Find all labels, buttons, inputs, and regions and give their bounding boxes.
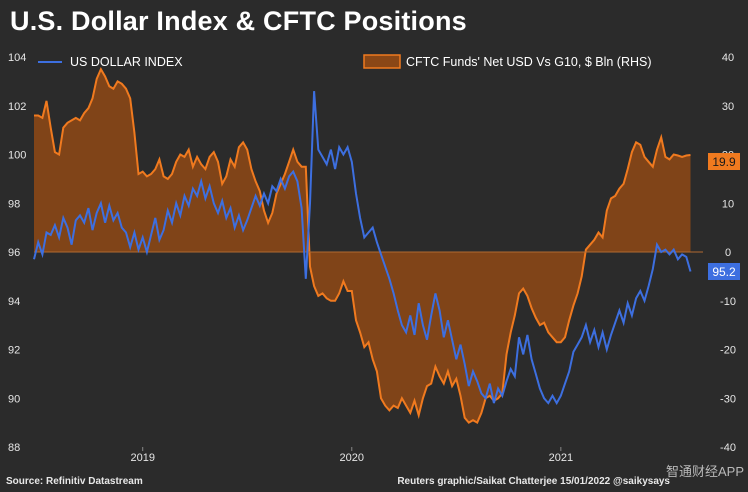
right-tick-label: 10 [722, 198, 734, 210]
end-labels: 19.9 95.2 [708, 153, 740, 280]
source-note: Source: Refinitiv Datastream [6, 476, 143, 487]
left-tick-label: 102 [8, 101, 26, 113]
left-tick-label: 100 [8, 150, 26, 162]
left-tick-label: 92 [8, 345, 20, 357]
credit-note: Reuters graphic/Saikat Chatterjee 15/01/… [397, 476, 670, 487]
right-tick-label: -20 [720, 345, 736, 357]
x-tick-label: 2019 [130, 452, 154, 464]
right-tick-label: -10 [720, 296, 736, 308]
x-tick-label: 2021 [549, 452, 573, 464]
legend: US DOLLAR INDEX CFTC Funds' Net USD Vs G… [38, 54, 652, 69]
right-tick-label: 40 [722, 52, 734, 64]
legend-usd-label: US DOLLAR INDEX [70, 55, 183, 69]
right-tick-label: -40 [720, 442, 736, 454]
left-tick-label: 88 [8, 442, 20, 454]
cftc-area-fill [34, 69, 691, 423]
right-tick-label: 0 [725, 247, 731, 259]
cftc-last-value: 19.9 [712, 155, 736, 169]
x-axis: 2019 2020 2021 [130, 447, 573, 464]
x-tick-label: 2020 [340, 452, 364, 464]
cftc-series-line [34, 66, 691, 425]
legend-cftc-label: CFTC Funds' Net USD Vs G10, $ Bln (RHS) [406, 55, 652, 69]
left-tick-label: 90 [8, 393, 20, 405]
usd-last-value-box [708, 263, 740, 280]
left-tick-label: 98 [8, 198, 20, 210]
chart-title: U.S. Dollar Index & CFTC Positions [10, 6, 467, 36]
left-axis: 88 90 92 94 96 98 100 102 104 [8, 52, 26, 454]
left-tick-label: 104 [8, 52, 26, 64]
usd-index-series-line [33, 91, 692, 406]
right-axis: -40-30-20-10010203040 [720, 52, 736, 454]
right-tick-label: -30 [720, 393, 736, 405]
right-tick-label: 30 [722, 101, 734, 113]
usd-last-value: 95.2 [712, 265, 736, 279]
cftc-last-value-box [708, 153, 740, 170]
legend-cftc-swatch [363, 54, 401, 69]
left-tick-label: 94 [8, 296, 20, 308]
watermark: 智通财经APP [665, 464, 744, 479]
left-tick-label: 96 [8, 247, 20, 259]
